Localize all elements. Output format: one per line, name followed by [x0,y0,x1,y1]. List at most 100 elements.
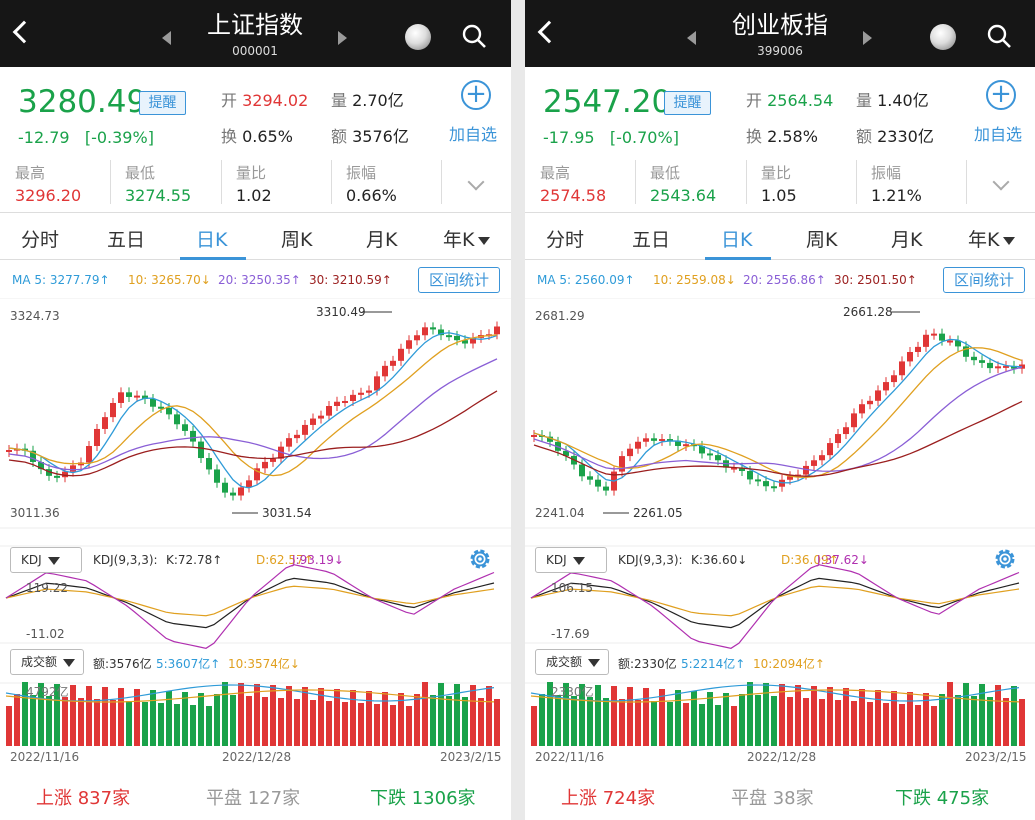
candle [406,340,412,349]
candle [326,406,332,416]
tab-daily-k[interactable]: 日K [721,229,753,251]
candle [270,458,276,462]
soccer-ball-icon[interactable] [930,24,956,50]
volume-bar [118,688,124,746]
change-percent: [-0.70%] [609,128,679,147]
kdj-select[interactable]: KDJ [535,547,607,573]
candle [70,465,76,472]
volume-bar [643,688,649,746]
volume-bar [478,698,484,746]
candle [262,461,268,469]
volume-bar [923,693,929,746]
amplitude-label: 振幅 [871,164,902,182]
search-icon[interactable] [462,24,486,48]
ma20-line [8,358,498,471]
remind-button[interactable]: 提醒 [664,91,711,115]
candle [771,486,777,489]
back-icon[interactable] [537,20,561,44]
plus-icon[interactable]: + [461,80,491,110]
tab-intraday[interactable]: 分时 [546,229,585,251]
candle [747,471,753,480]
volume-bar [763,683,769,746]
volume-bar [867,702,873,746]
gear-icon[interactable] [992,546,1018,572]
volume-ratio-label: 量比 [236,164,267,182]
volume-bar [70,685,76,746]
tab-five-day[interactable]: 五日 [632,229,671,251]
prev-arrow-icon[interactable] [162,31,171,45]
tab-five-day[interactable]: 五日 [107,229,146,251]
kdj-top-label: 119.22 [26,581,68,595]
tab-monthly-k[interactable]: 月K [366,229,398,251]
kdj-d: D:62.57↑ [256,553,314,567]
soccer-ball-icon[interactable] [405,24,431,50]
candle [182,424,188,431]
range-stats-button[interactable]: 区间统计 [418,267,500,293]
next-arrow-icon[interactable] [863,31,872,45]
fall-value: 475家 [936,788,990,809]
candle [118,392,124,403]
kdj-select[interactable]: KDJ [10,547,82,573]
search-icon[interactable] [987,24,1011,48]
volume-bar [494,699,500,746]
candle [547,436,553,442]
divider [221,160,222,204]
volume-bar [635,700,641,746]
prev-arrow-icon[interactable] [687,31,696,45]
open-value: 2564.54 [767,91,834,110]
candle [350,394,356,401]
volume-indicator-select[interactable]: 成交额 [535,649,609,675]
volume-bar [899,704,905,746]
plus-icon[interactable]: + [986,80,1016,110]
tab-weekly-k[interactable]: 周K [806,229,838,251]
next-arrow-icon[interactable] [338,31,347,45]
candle [627,448,633,457]
gear-icon[interactable] [467,546,493,572]
kline-chart[interactable]: 2661.28 2261.05 [525,298,1035,746]
back-icon[interactable] [12,20,36,44]
candle [318,415,324,419]
range-stats-button[interactable]: 区间统计 [943,267,1025,293]
candle [398,348,404,361]
tab-yearly-k[interactable]: 年K [443,225,491,252]
candle [643,438,649,442]
fall-count: 下跌 1306家 [370,784,476,810]
tab-monthly-k[interactable]: 月K [891,229,923,251]
tab-weekly-k[interactable]: 周K [281,229,313,251]
ma20-legend: 20: 3250.35↑ [218,273,301,287]
candle [715,455,721,461]
chevron-down-icon[interactable] [992,173,1010,191]
candle [254,468,260,481]
index-title: 上证指数 [207,11,303,39]
candle [342,400,348,403]
add-watchlist-button[interactable]: 加自选 [974,125,1023,144]
candle [595,479,601,487]
kline-chart[interactable]: 3310.49 3031.54 [0,298,511,746]
volume-stat: 量 2.70亿 [331,87,404,111]
volume-bar [30,695,36,746]
candle [422,327,428,336]
tab-daily-k[interactable]: 日K [196,229,228,251]
add-watchlist-button[interactable]: 加自选 [449,125,498,144]
volume-bar [198,693,204,746]
amount-value: 2330亿 [877,127,934,146]
tab-yearly-k[interactable]: 年K [968,225,1016,252]
volume-bar [430,695,436,746]
volume-indicator-select[interactable]: 成交额 [10,649,84,675]
volume-bar [907,692,913,746]
chevron-down-icon[interactable] [467,173,485,191]
volume-amount: 额:3576亿 [93,657,152,671]
volume-bar [539,694,545,746]
turnover-stat: 换 2.58% [746,123,818,147]
candle [222,482,228,493]
volume-bar [174,704,180,746]
candle [286,438,292,447]
remind-button[interactable]: 提醒 [139,91,186,115]
tab-intraday[interactable]: 分时 [21,229,60,251]
max-price-label: 3310.49 [316,305,366,319]
volume-bar [987,697,993,746]
volume-bar [326,701,332,746]
candle [110,402,116,418]
volume-bar [755,695,761,746]
period-tabs: 分时 五日 日K 周K 月K 年K [525,212,1035,260]
